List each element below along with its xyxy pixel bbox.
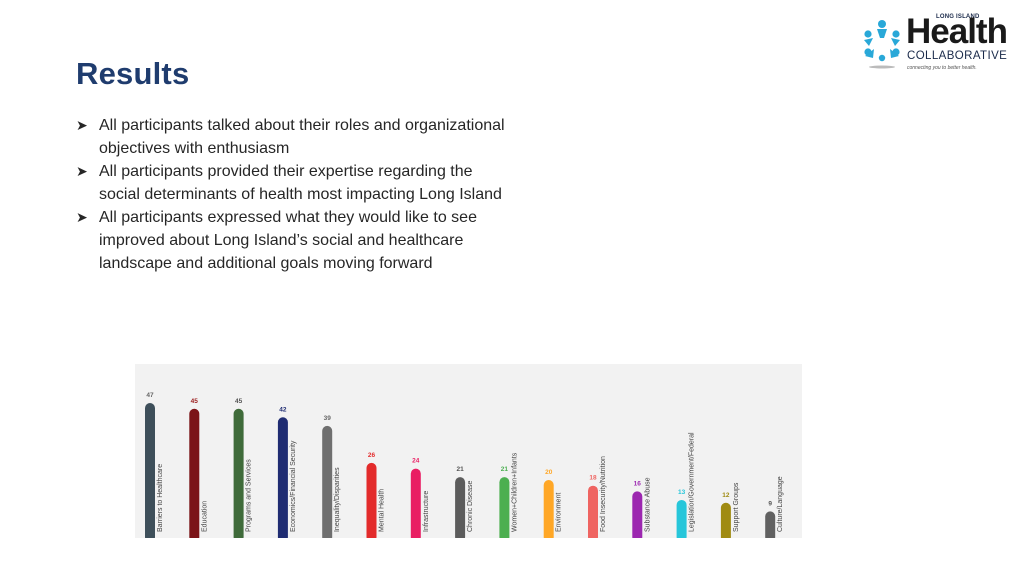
health-collaborative-logo: LONG ISLAND Health COLLABORATIVE connect… — [858, 12, 1020, 72]
arrow-bullet-icon: ➤ — [76, 209, 88, 225]
bar-0 — [145, 403, 155, 538]
bar-value-label: 13 — [678, 489, 686, 496]
bar-value-label: 18 — [589, 475, 597, 482]
arrow-bullet-icon: ➤ — [76, 163, 88, 179]
bullet-text: All participants provided their expertis… — [99, 163, 502, 203]
bar-value-label: 12 — [722, 492, 730, 499]
bar-value-label: 16 — [634, 480, 642, 487]
bar-9 — [543, 480, 554, 538]
bar-chart-panel: 47 Barriers to Healthcare 45 Education 45 Pro… — [135, 364, 802, 538]
bar-4 — [322, 425, 333, 538]
category-label: Substance Abuse — [644, 477, 651, 532]
category-label: Education — [201, 501, 208, 532]
category-label: Programs and Services — [246, 459, 253, 532]
category-label: Support Groups — [733, 482, 740, 532]
category-label: Women+Children+Infants — [511, 452, 518, 532]
bar-value-label: 26 — [368, 452, 376, 459]
bar-value-label: 9 — [768, 500, 772, 507]
bar-1 — [189, 408, 200, 538]
category-label: Economics/Financial Security — [290, 440, 297, 532]
bar-12 — [676, 499, 687, 538]
bar-7 — [455, 477, 466, 538]
bar-value-label: 45 — [191, 398, 199, 405]
bar-value-label: 24 — [412, 458, 420, 465]
people-circle-logo-icon — [864, 20, 900, 69]
category-label: Culture/Language — [777, 476, 784, 532]
category-label: Inequality/Disparities — [334, 467, 341, 532]
bar-value-label: 21 — [501, 466, 509, 473]
bullet-item: ➤ All participants provided their expert… — [76, 160, 506, 206]
bullet-list: ➤ All participants talked about their ro… — [76, 114, 506, 275]
bar-value-label: 47 — [146, 392, 154, 399]
bar-3 — [277, 417, 288, 538]
bar-6 — [410, 468, 421, 538]
bar-chart: 47 Barriers to Healthcare 45 Education 45 Pro… — [145, 392, 784, 538]
logo-subtitle: COLLABORATIVE — [907, 50, 1008, 62]
logo-name: Health — [906, 12, 1008, 51]
bar-value-label: 39 — [324, 415, 332, 422]
category-label: Environment — [556, 493, 563, 532]
bar-value-label: 20 — [545, 469, 553, 476]
bar-11 — [632, 491, 643, 538]
logo-top-text: LONG ISLAND — [936, 14, 980, 20]
bar-2 — [233, 408, 244, 538]
category-label: Legislation/Government/Federal — [689, 432, 696, 532]
bullet-item: ➤ All participants expressed what they w… — [76, 206, 506, 275]
bar-value-label: 21 — [456, 466, 464, 473]
slide-title: Results — [76, 56, 190, 91]
logo-tagline: connecting you to better health. — [907, 65, 977, 71]
bullet-text: All participants talked about their role… — [99, 117, 505, 157]
category-label: Infrastructure — [423, 491, 430, 532]
bullet-text: All participants expressed what they wou… — [99, 209, 477, 272]
bar-14 — [765, 511, 776, 538]
bar-10 — [588, 485, 598, 538]
bar-value-label: 42 — [279, 406, 287, 413]
category-label: Mental Health — [379, 489, 386, 532]
category-label: Food Insecurity/Nutrition — [600, 456, 607, 532]
arrow-bullet-icon: ➤ — [76, 117, 88, 133]
bar-5 — [366, 462, 377, 538]
bar-value-label: 45 — [235, 398, 243, 405]
category-label: Barriers to Healthcare — [157, 464, 164, 532]
bar-8 — [499, 477, 510, 538]
bullet-item: ➤ All participants talked about their ro… — [76, 114, 506, 160]
bar-13 — [720, 502, 731, 538]
category-label: Chronic Disease — [467, 481, 474, 532]
